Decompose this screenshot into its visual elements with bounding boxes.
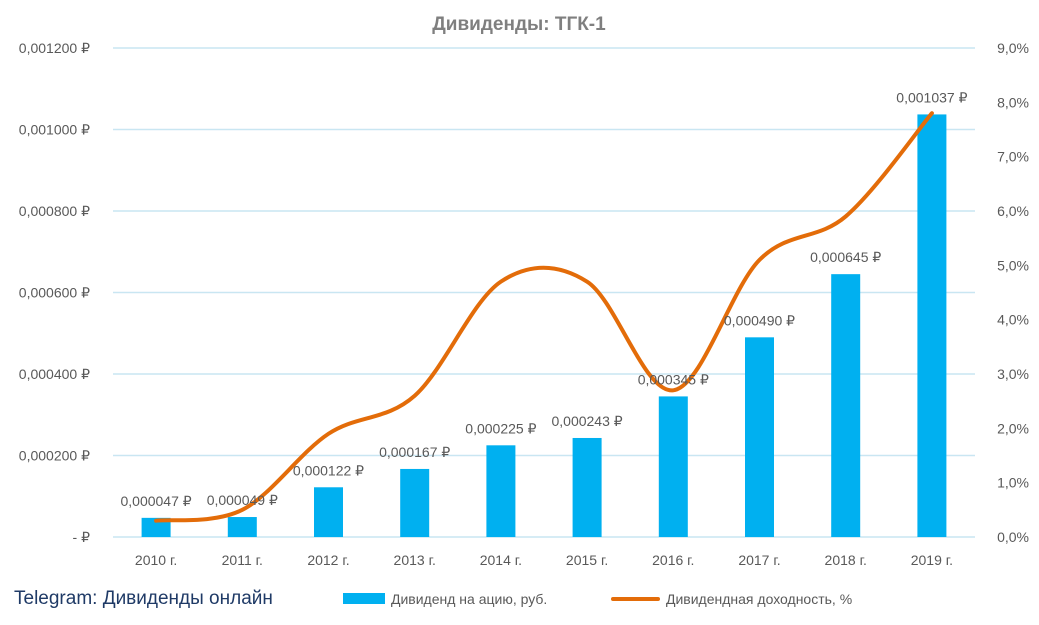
- right-tick-label: 6,0%: [997, 203, 1029, 219]
- legend-bar-swatch: [343, 593, 385, 604]
- bar-data-label: 0,000645 ₽: [810, 249, 881, 265]
- x-tick-label: 2013 г.: [394, 552, 436, 568]
- right-tick-label: 0,0%: [997, 529, 1029, 545]
- right-tick-label: 2,0%: [997, 420, 1029, 436]
- x-tick-label: 2016 г.: [652, 552, 694, 568]
- right-tick-label: 1,0%: [997, 475, 1029, 491]
- right-tick-label: 7,0%: [997, 149, 1029, 165]
- line-series: [154, 111, 934, 523]
- bar-data-label: 0,000122 ₽: [293, 462, 364, 478]
- bar: [572, 437, 602, 537]
- bar: [917, 114, 947, 538]
- left-tick-label: 0,001000 ₽: [19, 122, 90, 138]
- legend-line-label: Дивидендная доходность, %: [666, 591, 852, 607]
- yield-line: [154, 111, 934, 523]
- x-tick-label: 2011 г.: [222, 552, 263, 568]
- right-tick-label: 3,0%: [997, 366, 1029, 382]
- bar-data-label: 0,000345 ₽: [638, 371, 709, 387]
- bar-data-label: 0,000047 ₽: [120, 493, 191, 509]
- left-tick-label: 0,000400 ₽: [19, 366, 90, 382]
- right-tick-label: 5,0%: [997, 257, 1029, 273]
- left-tick-label: 0,000800 ₽: [19, 203, 90, 219]
- bar: [745, 337, 774, 537]
- left-tick-label: 0,001200 ₽: [19, 40, 90, 56]
- right-tick-label: 8,0%: [997, 94, 1029, 110]
- source-caption: Telegram: Дивиденды онлайн: [14, 588, 273, 609]
- left-tick-label: 0,000200 ₽: [19, 448, 90, 464]
- bar-data-label: 0,001037 ₽: [896, 89, 967, 105]
- bar: [141, 517, 171, 537]
- bar-data-labels: 0,000047 ₽ 0,000049 ₽ 0,000122 ₽ 0,000167 ₽…: [120, 89, 967, 508]
- bar-data-label: 0,000243 ₽: [551, 413, 622, 429]
- x-tick-label: 2010 г.: [135, 552, 177, 568]
- x-tick-label: 2018 г.: [825, 552, 867, 568]
- chart-title: Дивиденды: ТГК-1: [432, 14, 606, 35]
- left-axis-ticks: - ₽ 0,000200 ₽ 0,000400 ₽ 0,000600 ₽ 0,00080…: [19, 40, 90, 545]
- right-tick-label: 9,0%: [997, 40, 1029, 56]
- x-tick-label: 2015 г.: [566, 552, 608, 568]
- x-tick-label: 2012 г.: [307, 552, 349, 568]
- x-tick-label: 2017 г.: [738, 552, 780, 568]
- bar-data-label: 0,000049 ₽: [207, 492, 278, 508]
- left-tick-label: 0,000600 ₽: [19, 285, 90, 301]
- right-tick-label: 4,0%: [997, 312, 1029, 328]
- bar: [227, 517, 257, 537]
- bar-data-label: 0,000167 ₽: [379, 444, 450, 460]
- bar: [314, 487, 343, 537]
- left-tick-label: - ₽: [73, 529, 91, 545]
- bar-series: [141, 114, 947, 538]
- bar: [486, 445, 516, 537]
- right-axis-ticks: 0,0% 1,0% 2,0% 3,0% 4,0% 5,0% 6,0% 7,0% 8,0% 9,0%: [997, 40, 1029, 545]
- x-tick-label: 2014 г.: [480, 552, 522, 568]
- x-tick-label: 2019 г.: [911, 552, 953, 568]
- bar: [831, 274, 861, 537]
- bar-data-label: 0,000225 ₽: [465, 420, 536, 436]
- legend: Дивиденд на ацию, руб. Дивидендная доход…: [343, 591, 852, 607]
- bar: [400, 468, 430, 537]
- x-axis-ticks: 2010 г. 2011 г. 2012 г. 2013 г. 2014 г. 2015 …: [135, 552, 953, 568]
- legend-bar-label: Дивиденд на ацию, руб.: [391, 591, 547, 607]
- bar: [658, 396, 688, 537]
- gridlines: [113, 47, 975, 538]
- bar-data-label: 0,000490 ₽: [724, 312, 795, 328]
